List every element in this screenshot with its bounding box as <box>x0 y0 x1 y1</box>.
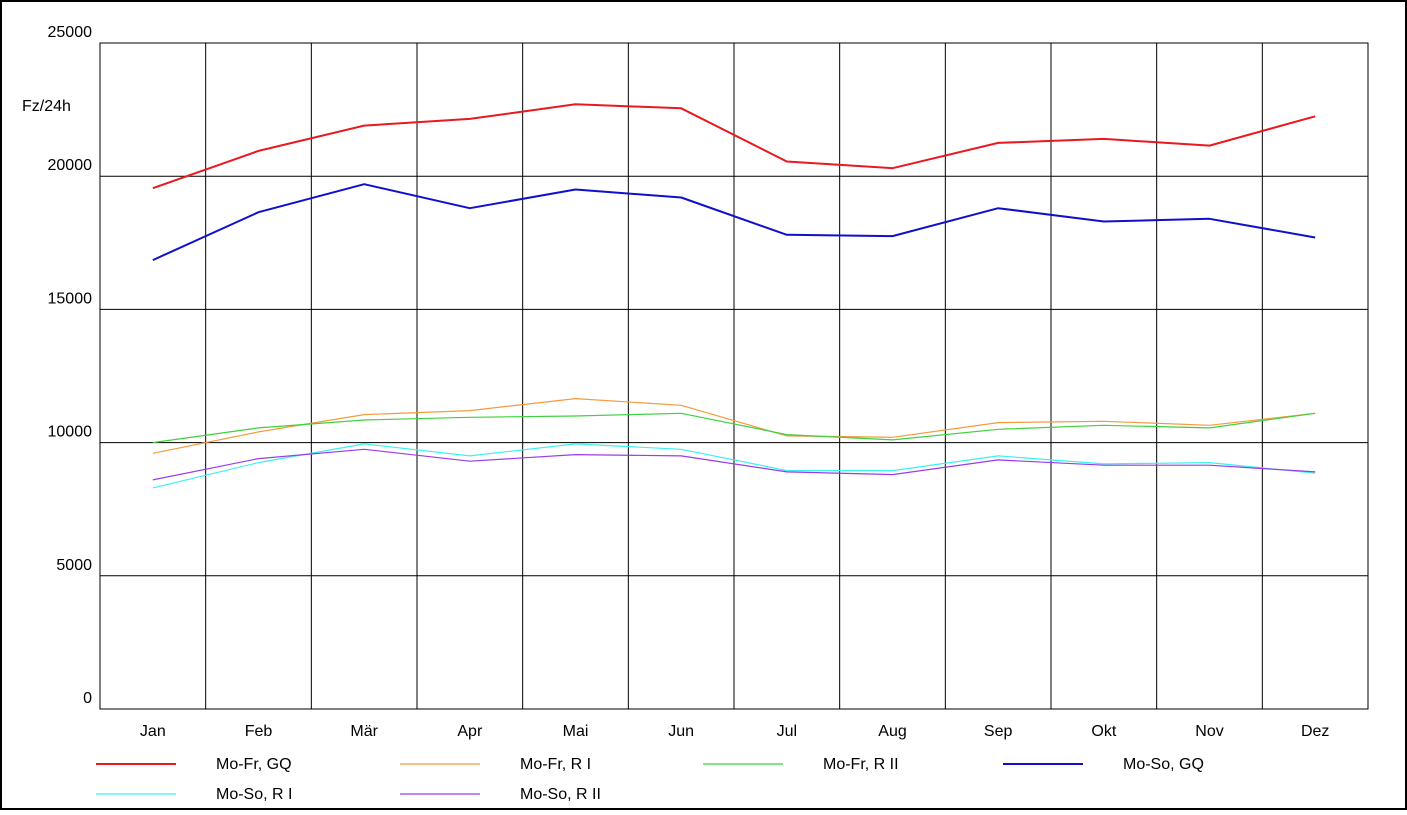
series-line <box>152 183 1316 262</box>
legend-item: Mo-Fr, R I <box>400 756 591 773</box>
y-axis-label: Fz/24h <box>22 98 71 115</box>
y-tick-label: 0 <box>83 690 92 707</box>
y-tick-label: 25000 <box>48 24 93 41</box>
x-tick-label: Sep <box>984 723 1013 740</box>
tick-labels: 0 5000 10000 15000 20000 25000 Jan Feb Mär Apr Mai… <box>48 24 1330 740</box>
legend-item: Mo-So, R II <box>400 786 601 803</box>
y-tick-label: 10000 <box>48 424 93 441</box>
x-tick-label: Okt <box>1091 723 1116 740</box>
series-line <box>152 443 1316 489</box>
legend-item: Mo-So, R I <box>96 786 292 803</box>
x-tick-label: Jan <box>140 723 166 740</box>
legend: Mo-Fr, GQ Mo-Fr, R I Mo-Fr, R II Mo-So, GQ M… <box>96 756 1204 803</box>
series-line <box>152 398 1316 454</box>
x-tick-label: Apr <box>457 723 483 740</box>
legend-item: Mo-Fr, R II <box>703 756 899 773</box>
legend-item: Mo-So, GQ <box>1003 756 1204 773</box>
x-tick-label: Dez <box>1301 723 1329 740</box>
x-tick-label: Jun <box>668 723 694 740</box>
x-tick-label: Aug <box>878 723 906 740</box>
legend-label: Mo-So, GQ <box>1123 756 1204 773</box>
legend-label: Mo-Fr, R II <box>823 756 899 773</box>
legend-label: Mo-Fr, GQ <box>216 756 292 773</box>
y-tick-label: 15000 <box>48 290 93 307</box>
x-tick-label: Mai <box>563 723 589 740</box>
y-tick-label: 5000 <box>56 557 92 574</box>
x-tick-label: Feb <box>245 723 273 740</box>
y-tick-label: 20000 <box>48 157 93 174</box>
legend-label: Mo-Fr, R I <box>520 756 591 773</box>
x-tick-label: Jul <box>777 723 797 740</box>
x-tick-label: Nov <box>1195 723 1223 740</box>
grid <box>99 42 1369 710</box>
series-line <box>152 412 1316 444</box>
series-line <box>152 448 1316 481</box>
legend-item: Mo-Fr, GQ <box>96 756 292 773</box>
series-line <box>152 103 1316 190</box>
legend-label: Mo-So, R II <box>520 786 601 803</box>
x-tick-label: Mär <box>350 723 378 740</box>
legend-label: Mo-So, R I <box>216 786 292 803</box>
series-lines <box>152 103 1316 489</box>
